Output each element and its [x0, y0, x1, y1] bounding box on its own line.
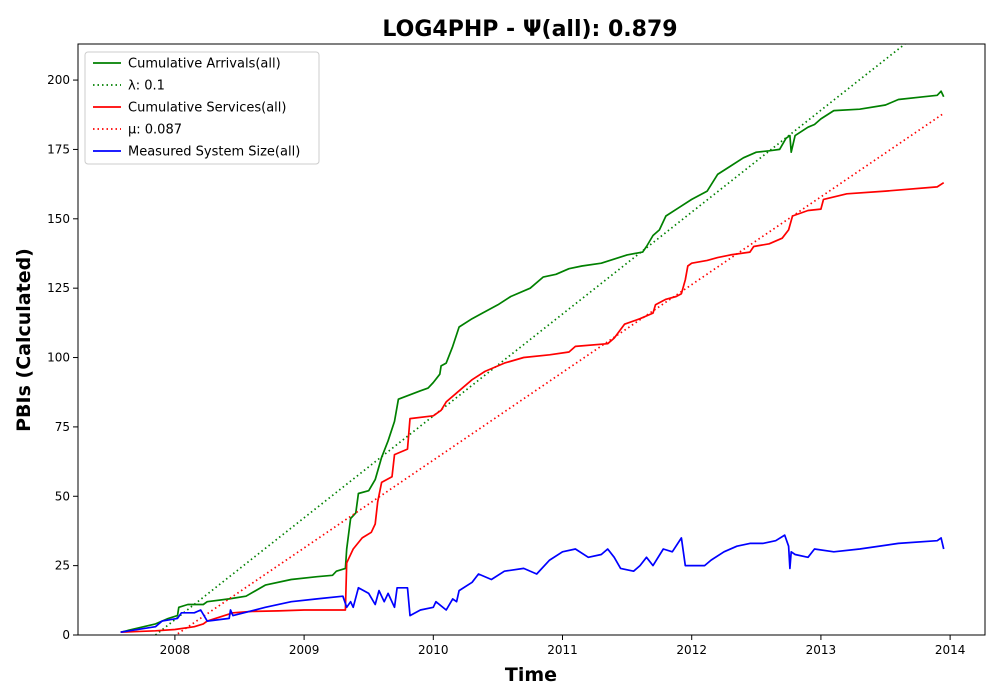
series-line-4	[120, 534, 945, 634]
x-tick-label: 2011	[547, 643, 578, 657]
legend-label: Cumulative Services(all)	[128, 101, 286, 116]
series-line-1	[154, 44, 906, 635]
x-axis-label: Time	[505, 664, 557, 686]
series-line-3	[174, 112, 945, 635]
legend-label: λ: 0.1	[128, 79, 165, 94]
x-tick-label: 2012	[676, 643, 707, 657]
x-tick-label: 2010	[418, 643, 449, 657]
chart-title: LOG4PHP - Ψ(all): 0.879	[382, 17, 677, 42]
x-tick-label: 2009	[289, 643, 320, 657]
series-line-2	[120, 181, 945, 634]
y-tick-label: 100	[47, 351, 70, 365]
y-axis: 0 25 50 75 100 125 150 175 200	[47, 73, 78, 642]
legend: Cumulative Arrivals(all) λ: 0.1 Cumulative…	[84, 51, 320, 165]
y-tick-label: 125	[47, 281, 70, 295]
series-line-0	[120, 90, 945, 634]
x-tick-label: 2013	[806, 643, 837, 657]
y-tick-label: 175	[47, 142, 70, 156]
y-tick-label: 150	[47, 212, 70, 226]
y-axis-label: PBIs (Calculated)	[13, 248, 35, 432]
legend-label: Cumulative Arrivals(all)	[128, 57, 281, 72]
legend-label: Measured System Size(all)	[128, 145, 300, 160]
plot-area	[120, 44, 945, 635]
x-tick-label: 2008	[160, 643, 191, 657]
y-tick-label: 50	[55, 489, 70, 503]
plot-frame	[77, 43, 986, 636]
legend-label: μ: 0.087	[128, 123, 182, 138]
y-tick-label: 75	[55, 420, 70, 434]
y-tick-label: 25	[55, 559, 70, 573]
x-axis: 2008 2009 2010 2011 2012 2013 2014	[160, 635, 966, 657]
x-tick-label: 2014	[935, 643, 966, 657]
y-tick-label: 200	[47, 73, 70, 87]
legend-box	[84, 51, 320, 165]
y-tick-label: 0	[62, 628, 70, 642]
